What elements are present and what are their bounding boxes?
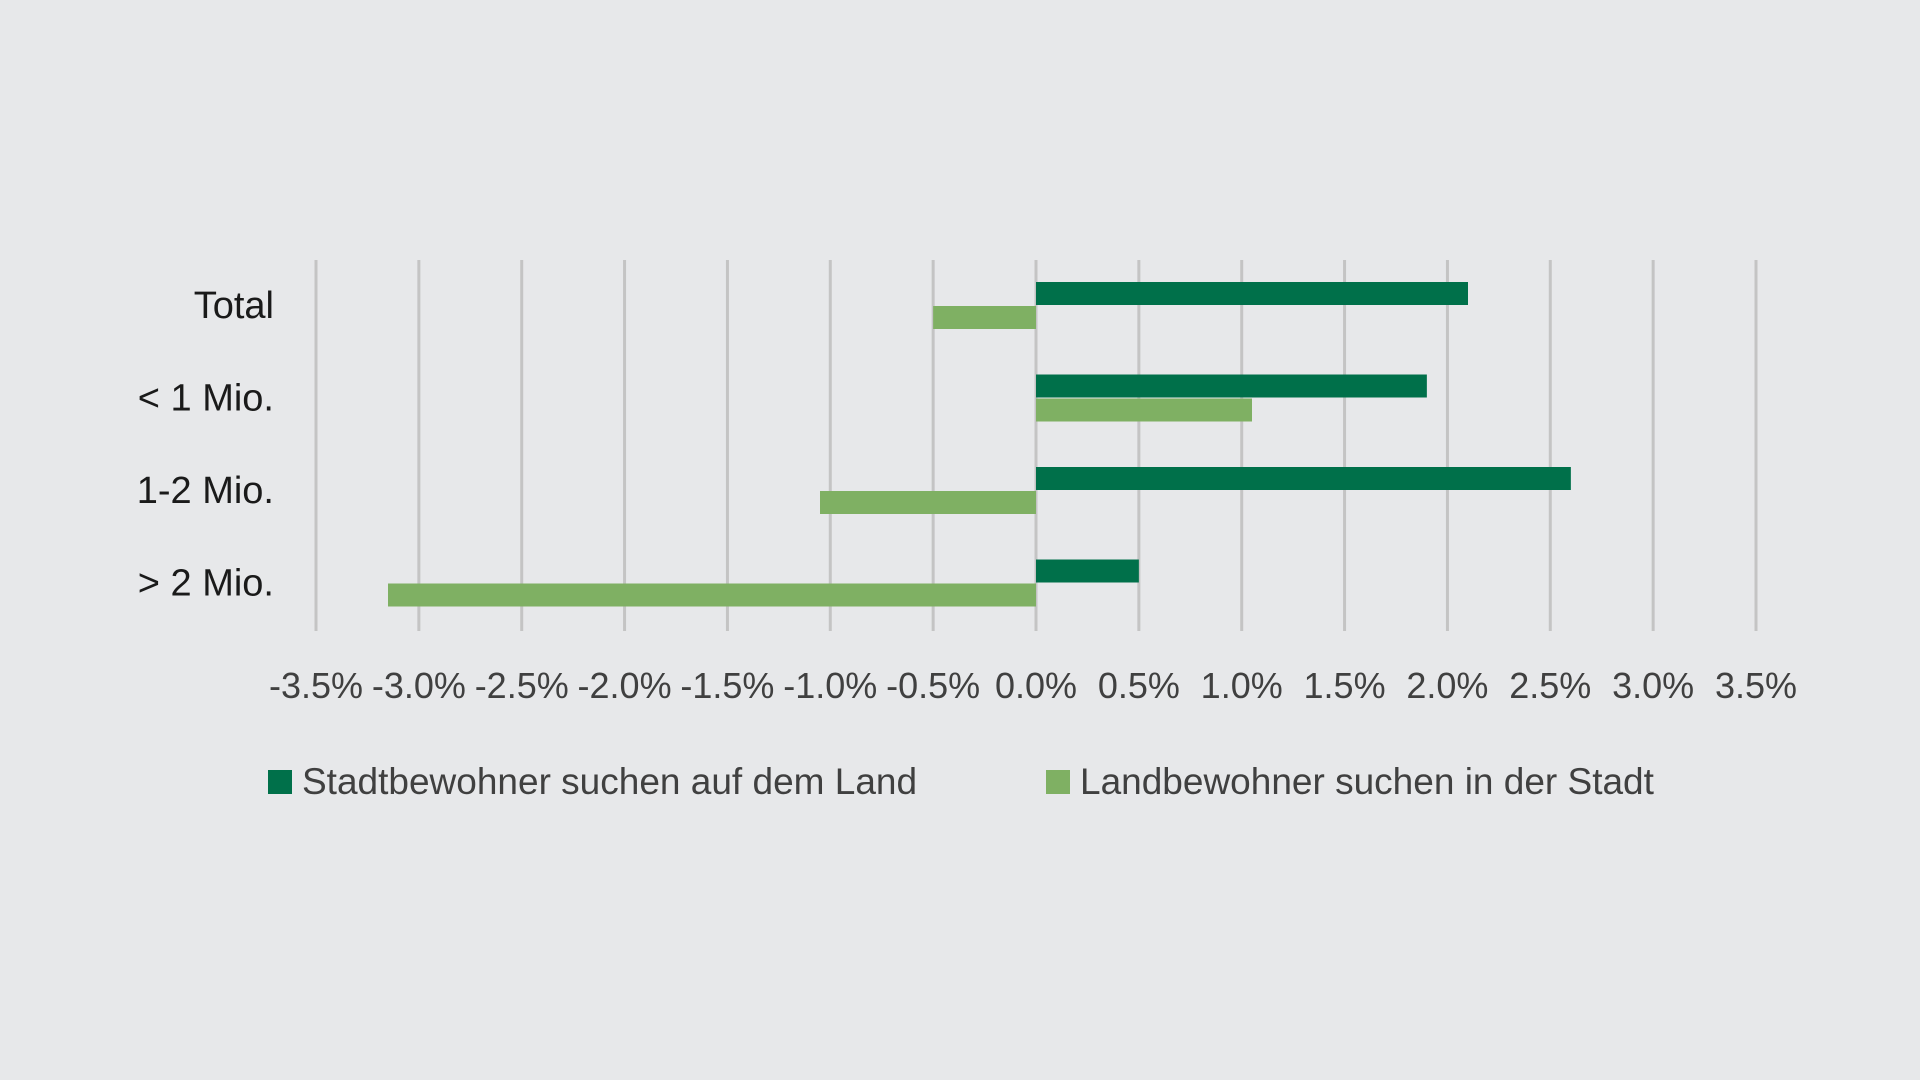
bar-stadtbewohner [1036, 374, 1427, 398]
category-label: > 2 Mio. [138, 563, 274, 605]
x-tick-label: 1.0% [1201, 665, 1283, 706]
bar-landbewohner [1036, 398, 1252, 422]
bar-stadtbewohner [1036, 467, 1571, 490]
bar-stadtbewohner [1036, 282, 1468, 305]
x-tick-label: -1.0% [783, 665, 877, 706]
legend-label: Stadtbewohner suchen auf dem Land [302, 761, 917, 802]
gridlines [314, 260, 1758, 631]
bars [388, 282, 1571, 607]
bar-landbewohner [933, 306, 1036, 329]
category-label: < 1 Mio. [138, 378, 274, 420]
x-axis-tick-labels: -3.5% -3.0% -2.5% -2.0% -1.5% -1.0% -0.5% 0.0% 0… [269, 665, 1797, 706]
x-tick-label: -3.5% [269, 665, 363, 706]
category-label: 1-2 Mio. [137, 470, 274, 512]
legend-swatch [268, 770, 292, 794]
x-tick-label: 2.0% [1406, 665, 1488, 706]
x-tick-label: 0.0% [995, 665, 1077, 706]
x-tick-label: -2.5% [475, 665, 569, 706]
bar-landbewohner [820, 491, 1036, 514]
x-tick-label: -3.0% [372, 665, 466, 706]
x-tick-label: -0.5% [886, 665, 980, 706]
bar-stadtbewohner [1036, 559, 1139, 583]
x-tick-label: -1.5% [680, 665, 774, 706]
bar-landbewohner [388, 583, 1036, 607]
legend: Stadtbewohner suchen auf dem Land Landbew… [268, 761, 1655, 802]
x-tick-label: 3.5% [1715, 665, 1797, 706]
x-tick-label: 2.5% [1509, 665, 1591, 706]
x-tick-label: -2.0% [578, 665, 672, 706]
category-label: Total [194, 285, 274, 327]
legend-swatch [1046, 770, 1070, 794]
x-tick-label: 1.5% [1304, 665, 1386, 706]
legend-label: Landbewohner suchen in der Stadt [1080, 761, 1655, 802]
category-labels: Total < 1 Mio. 1-2 Mio. > 2 Mio. [137, 285, 274, 605]
x-tick-label: 3.0% [1612, 665, 1694, 706]
x-tick-label: 0.5% [1098, 665, 1180, 706]
